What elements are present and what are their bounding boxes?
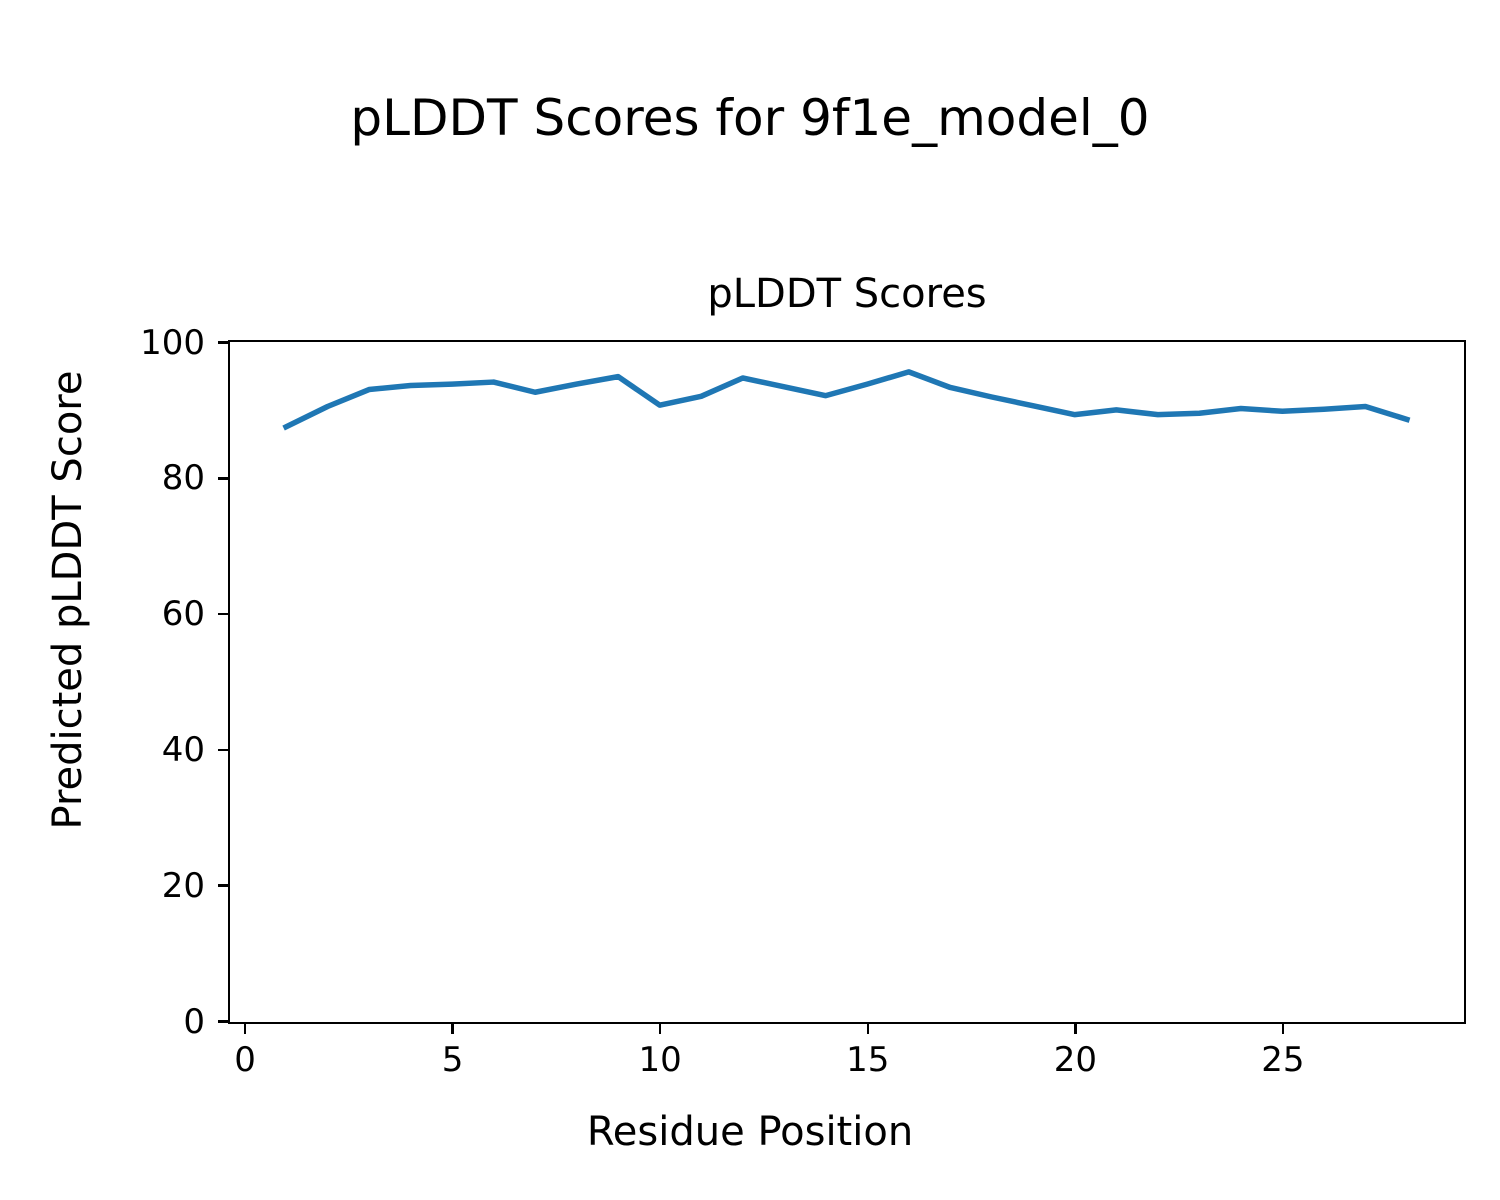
x-tick-mark — [658, 1024, 662, 1034]
y-tick-label: 20 — [161, 865, 205, 906]
y-tick-mark — [217, 341, 228, 344]
y-axis-label: Predicted pLDDT Score — [45, 370, 91, 830]
figure-suptitle: pLDDT Scores for 9f1e_model_0 — [350, 89, 1150, 147]
x-tick-label: 20 — [1053, 1040, 1097, 1080]
x-tick-label: 5 — [441, 1040, 464, 1080]
plot-canvas — [282, 369, 1411, 431]
x-tick-label: 0 — [234, 1040, 256, 1080]
plot-area — [228, 340, 1466, 1024]
x-tick-mark — [1281, 1024, 1285, 1034]
x-tick-mark — [1074, 1024, 1077, 1034]
y-tick-mark — [217, 748, 228, 752]
y-tick-label: 40 — [161, 729, 205, 770]
y-tick-label: 80 — [161, 458, 205, 499]
x-tick-label: 25 — [1261, 1040, 1305, 1080]
x-tick-mark — [866, 1024, 869, 1034]
y-tick-label: 0 — [183, 1001, 205, 1042]
y-tick-mark — [217, 1020, 228, 1023]
x-tick-label: 10 — [638, 1040, 682, 1080]
x-tick-mark — [243, 1024, 247, 1034]
x-tick-mark — [451, 1024, 454, 1034]
axes-title: pLDDT Scores — [707, 271, 987, 317]
x-axis-label: Residue Position — [586, 1109, 914, 1155]
plddt-line — [282, 369, 1411, 431]
y-tick-mark — [217, 884, 228, 887]
y-tick-mark — [217, 477, 228, 480]
y-tick-label: 100 — [140, 322, 205, 363]
y-tick-label: 60 — [161, 594, 205, 635]
y-tick-mark — [217, 612, 228, 616]
x-tick-label: 15 — [846, 1040, 890, 1080]
